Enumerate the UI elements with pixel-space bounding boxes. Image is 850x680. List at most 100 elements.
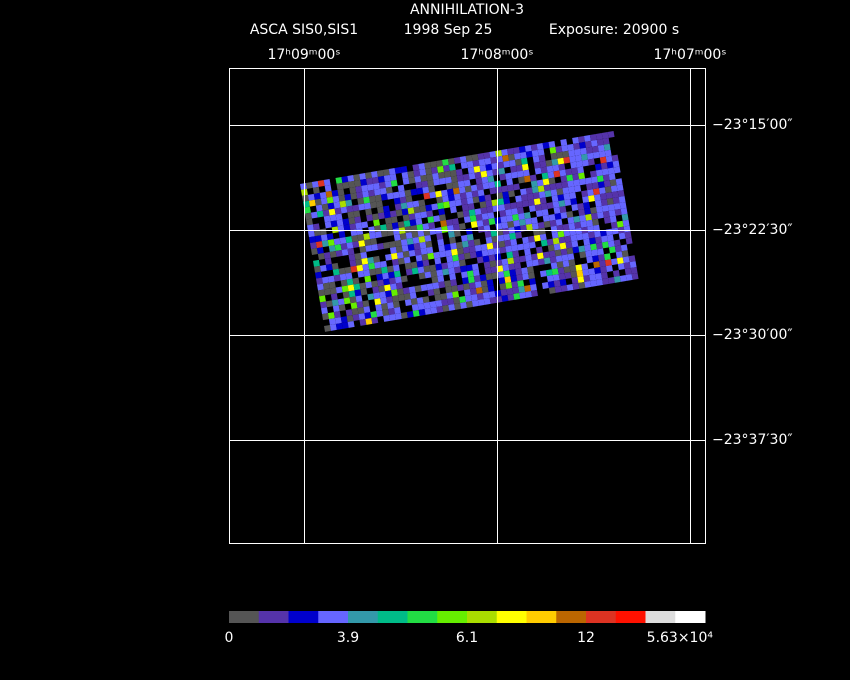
image-pixel [500,289,508,296]
image-pixel [460,301,467,309]
image-pixel [582,232,590,240]
image-pixel [525,290,533,298]
image-pixel [491,162,499,170]
image-pixel [471,190,479,198]
image-pixel [426,173,434,181]
image-pixel [612,270,620,277]
image-pixel [413,206,421,214]
image-pixel [560,284,568,292]
image-pixel [394,203,402,211]
image-pixel [610,221,618,229]
image-pixel [572,282,580,290]
image-pixel [549,183,557,191]
image-pixel [525,187,533,195]
image-pixel [584,207,592,215]
image-pixel [442,304,450,312]
image-pixel [616,220,624,228]
image-pixel [386,192,394,200]
colorbar-label: 12 [577,630,595,646]
image-pixel [385,290,393,298]
image-pixel [319,264,327,272]
image-pixel [350,265,358,273]
image-pixel [571,240,579,248]
image-pixel [518,286,526,293]
image-pixel [508,190,516,198]
image-pixel [492,241,500,249]
image-pixel [512,250,520,258]
image-pixel [578,135,585,143]
image-pixel [465,227,473,235]
image-pixel [328,208,336,216]
image-pixel [474,281,482,289]
image-pixel [525,150,533,158]
image-pixel [448,303,456,311]
image-pixel [535,246,543,254]
image-pixel [570,198,578,206]
image-pixel [479,274,487,282]
image-pixel [576,160,584,168]
image-pixel [388,271,395,279]
image-pixel [525,223,533,231]
image-pixel [416,187,424,195]
colorbar: 0 3.9 6.1 12 5.63×10⁴ [225,611,713,646]
image-pixel [589,170,597,178]
image-pixel [518,213,525,220]
image-pixel [552,274,560,282]
image-pixel [485,273,493,281]
image-pixel [327,312,335,320]
image-pixel [300,182,307,190]
image-pixel [420,284,428,292]
image-pixel [503,233,511,241]
image-pixel [598,254,605,262]
image-pixel [583,238,591,246]
image-pixel [586,256,594,264]
image-pixel [558,163,566,171]
image-pixel [374,298,382,306]
image-pixel [588,268,596,276]
image-pixel [537,221,545,229]
image-pixel [423,192,431,200]
image-pixel [416,260,424,268]
image-pixel [625,273,633,281]
image-pixel [338,194,346,202]
image-pixel [545,159,553,167]
image-pixel [393,301,400,309]
image-pixel [514,262,522,270]
image-pixel [475,214,483,222]
image-pixel [424,161,432,169]
image-pixel [613,275,621,283]
image-pixel [334,317,342,324]
image-pixel [523,175,531,183]
image-pixel [577,276,585,283]
image-pixel [531,149,539,157]
image-pixel [404,262,412,270]
image-pixel [433,215,441,223]
image-pixel [567,216,575,224]
image-pixel [364,312,372,319]
image-pixel [580,220,588,228]
image-pixel [491,272,499,280]
image-pixel [598,187,606,195]
image-pixel [570,161,578,169]
image-pixel [490,156,498,164]
image-pixel [569,155,577,163]
image-tile [300,130,639,332]
image-pixel [377,242,384,250]
image-pixel [332,195,340,203]
image-pixel [463,252,471,260]
image-pixel [509,232,517,240]
image-pixel [448,230,455,238]
image-pixel [319,228,327,236]
dec-label: −23°15′00″ [712,117,793,133]
image-pixel [312,223,320,231]
image-pixel [525,254,532,262]
image-pixel [551,231,559,239]
image-pixel [479,164,487,172]
image-pixel [597,181,605,189]
image-pixel [380,230,388,238]
image-pixel [477,189,485,197]
image-pixel [426,210,434,218]
image-pixel [356,228,364,236]
image-pixel [522,236,529,244]
image-pixel [482,219,490,226]
